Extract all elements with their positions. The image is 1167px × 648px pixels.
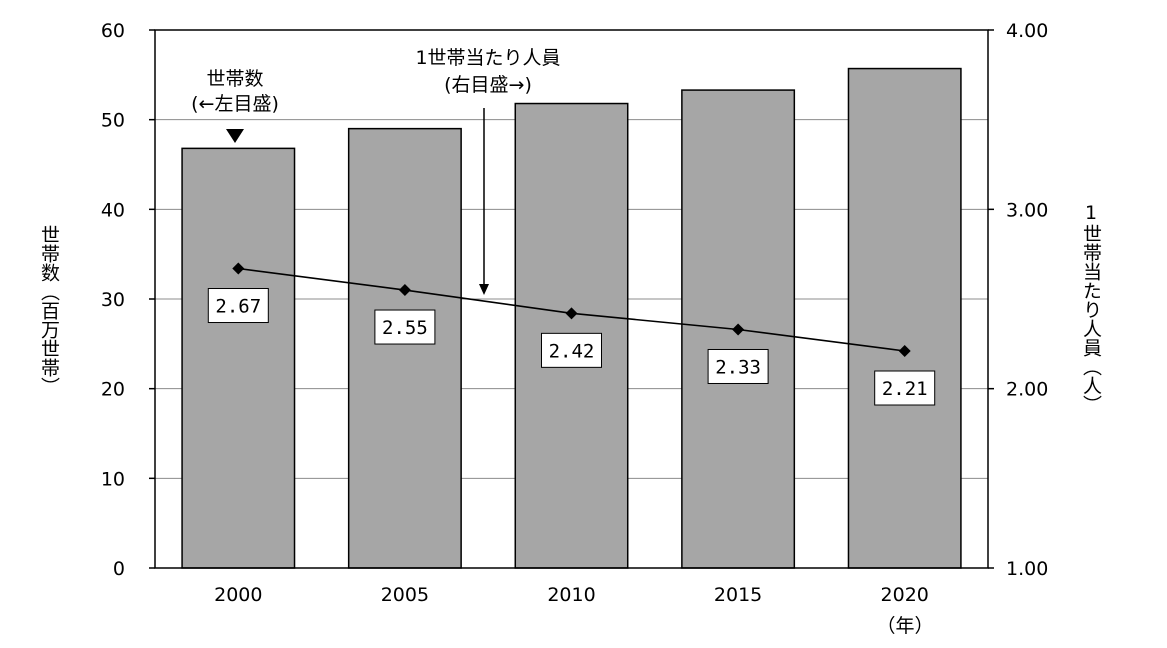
right-tick-label: 3.00 (1006, 199, 1048, 221)
x-tick-label: 2005 (381, 584, 429, 606)
data-label: 2.21 (882, 378, 928, 400)
x-tick-label: 2000 (214, 584, 262, 606)
axes (149, 29, 994, 569)
data-label-box (374, 309, 436, 345)
right-tick-label: 2.00 (1006, 379, 1048, 401)
left-tick-label: 50 (101, 110, 125, 132)
bar (347, 127, 462, 569)
data-point-marker (565, 307, 578, 320)
bar-annotation: 世帯数 (←左目盛) (191, 68, 279, 143)
data-label-box (207, 288, 269, 324)
data-label: 2.33 (715, 356, 761, 378)
bar-annotation-line2: (←左目盛) (191, 93, 279, 115)
data-label-box (707, 348, 769, 384)
tick-labels: 0 10 20 30 40 50 60 1.00 2.00 3.00 4.00 2000 2005 201… (101, 20, 1049, 606)
left-tick-label: 0 (113, 558, 125, 580)
x-tick-label: 2015 (714, 584, 762, 606)
bar-series (181, 67, 962, 569)
left-tick-label: 30 (101, 289, 125, 311)
left-tick-label: 10 (101, 468, 125, 490)
data-label-box (874, 370, 936, 406)
left-tick-label: 40 (101, 199, 125, 221)
left-tick-label: 20 (101, 379, 125, 401)
data-point-marker (732, 323, 745, 336)
line-annotation: 1世帯当たり人員 (右目盛→) (415, 47, 561, 295)
data-point-marker (898, 345, 911, 358)
bar (847, 67, 962, 569)
line-annotation-line2: (右目盛→) (444, 74, 532, 96)
data-label: 2.67 (215, 296, 261, 318)
data-label-box (541, 332, 602, 368)
bar-annotation-line1: 世帯数 (206, 68, 263, 90)
left-axis-title: 世帯数（百万世帯） (38, 224, 60, 396)
down-arrow-icon (479, 284, 489, 295)
x-tick-label: 2010 (547, 584, 595, 606)
right-tick-label: 1.00 (1006, 558, 1048, 580)
right-tick-label: 4.00 (1006, 20, 1048, 42)
right-axis-title: 1世帯当たり人員（人） (1080, 201, 1102, 414)
data-label: 2.42 (549, 340, 595, 362)
x-unit-label: （年） (876, 615, 933, 637)
left-tick-label: 60 (101, 20, 125, 42)
x-tick-label: 2020 (881, 584, 929, 606)
data-label: 2.55 (382, 317, 428, 339)
data-point-marker (232, 262, 245, 275)
down-triangle-icon (226, 129, 244, 143)
line-annotation-line1: 1世帯当たり人員 (415, 47, 560, 69)
bar (181, 147, 296, 569)
data-point-marker (398, 284, 411, 297)
line-series: 2.67 2.55 2.42 2.33 2.21 (207, 262, 936, 406)
